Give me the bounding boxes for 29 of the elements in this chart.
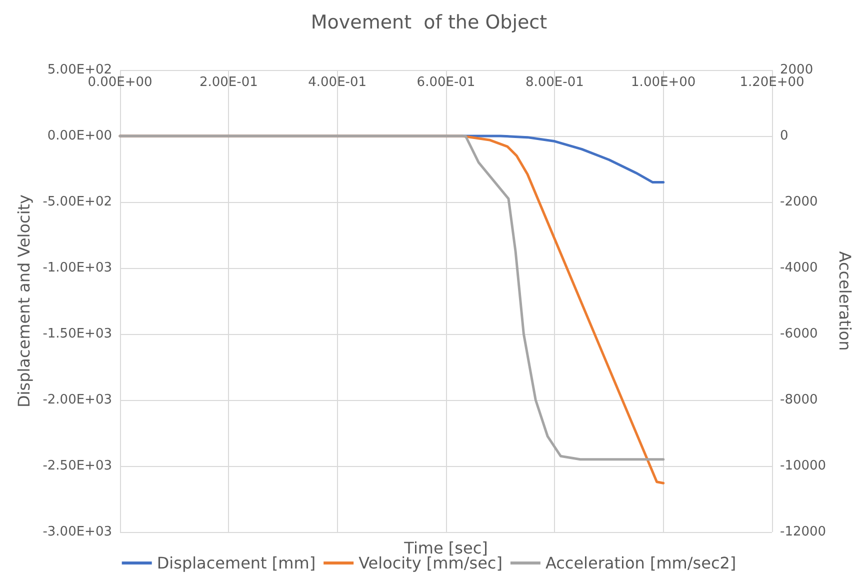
x-tick-label: 1.20E+00 — [740, 75, 804, 90]
y2-tick-label: -2000 — [780, 194, 818, 210]
x-tick-label: 8.00E-01 — [525, 75, 584, 90]
y-tick-label: -2.50E+03 — [42, 458, 112, 474]
y2-tick-label: -4000 — [780, 260, 818, 276]
y2-tick-label: -10000 — [780, 458, 826, 474]
chart-title: Movement of the Object — [310, 12, 548, 34]
y-tick-label: -3.00E+03 — [42, 524, 112, 540]
y-tick-label: 5.00E+02 — [47, 62, 112, 78]
x-tick-label: 0.00E+00 — [88, 75, 152, 90]
y2-tick-label: -8000 — [780, 392, 818, 408]
x-tick-label: 4.00E-01 — [308, 75, 367, 90]
x-axis-title: Time [sec] — [403, 538, 488, 558]
y-axis-title: Displacement and Velocity — [14, 194, 34, 408]
legend-label: Acceleration [mm/sec2] — [545, 554, 736, 572]
y-tick-label: -5.00E+02 — [42, 194, 112, 210]
x-tick-label: 2.00E-01 — [199, 75, 258, 90]
y2-tick-label: -6000 — [780, 326, 818, 342]
y2-tick-label: -12000 — [780, 524, 826, 540]
y-tick-label: -1.00E+03 — [42, 260, 112, 276]
x-tick-label: 6.00E-01 — [416, 75, 476, 90]
y2-tick-label: 2000 — [780, 62, 814, 78]
y-tick-label: -2.00E+03 — [42, 392, 112, 408]
y2-axis-title: Acceleration — [835, 251, 854, 351]
legend-label: Displacement [mm] — [156, 554, 316, 572]
x-tick-label: 1.00E+00 — [631, 75, 696, 90]
y-tick-label: 0.00E+00 — [47, 128, 112, 144]
y2-tick-label: 0 — [780, 128, 788, 144]
y-tick-label: -1.50E+03 — [42, 326, 112, 342]
